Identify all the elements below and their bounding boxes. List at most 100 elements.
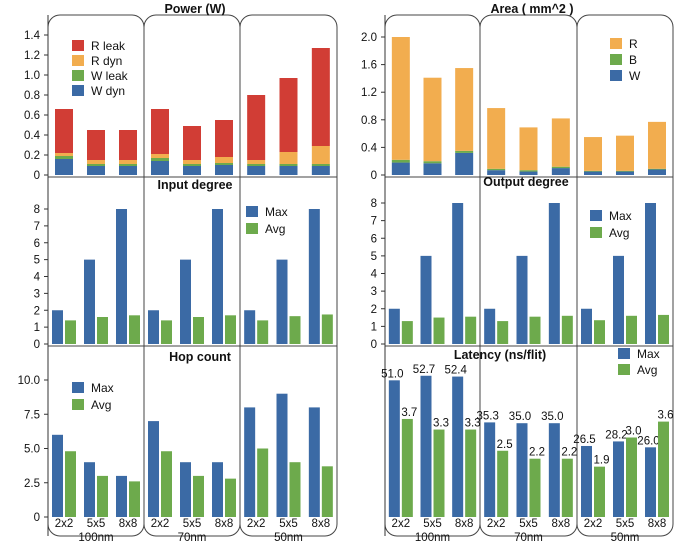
area-bar-w-50nm-2x2 [584, 171, 602, 175]
power-bar-r-dyn-100nm-8x8 [119, 160, 137, 164]
output-ytick-label: 5 [371, 251, 377, 263]
output-chart: Output degree 0 1 2 3 4 5 6 7 8 Max Avg [371, 175, 669, 351]
power-bar-r-leak-50nm-5x5 [279, 78, 298, 152]
latency-data-label: 28.2 [605, 429, 627, 441]
latency-data-label: 35.3 [476, 410, 498, 422]
output-ytick-label: 2 [371, 304, 377, 316]
latency-data-label: 35.0 [509, 411, 531, 423]
area-bar-r-70nm-2x2 [487, 108, 506, 169]
hop-bar-max-50nm-8x8 [308, 407, 320, 517]
latency-data-label: 2.2 [561, 447, 577, 459]
x-category-label: 5x5 [279, 518, 298, 530]
area-bar-b-70nm-5x5 [519, 170, 538, 172]
input-ytick-label: 6 [34, 238, 40, 250]
latency-bar-max-100nm-5x5 [420, 375, 432, 517]
output-bar-max-100nm-5x5 [420, 255, 432, 344]
output-ytick-label: 7 [371, 216, 377, 228]
output-bar-max-70nm-2x2 [484, 308, 496, 344]
area-bar-r-100nm-2x2 [391, 37, 410, 160]
x-category-label: 5x5 [87, 518, 106, 530]
area-legend-swatch-b [610, 54, 622, 65]
hop-legend-swatch-avg [72, 399, 84, 410]
hop-bar-max-70nm-5x5 [180, 462, 191, 517]
latency-bar-avg-50nm-5x5 [626, 437, 637, 517]
latency-bar-max-50nm-8x8 [645, 447, 656, 517]
latency-bar-max-70nm-2x2 [484, 422, 496, 517]
input-bar-avg-100nm-2x2 [65, 320, 76, 344]
input-bar-max-100nm-5x5 [84, 259, 95, 344]
area-bar-b-50nm-5x5 [616, 170, 634, 172]
output-bar-avg-50nm-2x2 [594, 320, 605, 344]
area-ytick-label: 1.2 [361, 87, 377, 99]
output-ytick-label: 1 [371, 321, 377, 333]
output-bar-max-50nm-2x2 [581, 308, 592, 344]
power-bar-r-leak-100nm-2x2 [55, 109, 73, 153]
area-bar-b-70nm-8x8 [551, 166, 570, 169]
area-ytick-label: 0.4 [361, 142, 378, 154]
output-bar-max-50nm-8x8 [645, 203, 656, 344]
power-bar-w-leak-100nm-5x5 [87, 164, 105, 166]
output-ytick-label: 4 [371, 269, 378, 281]
latency-bar-max-100nm-2x2 [388, 380, 400, 517]
input-chart: Input degree 0 1 2 3 4 5 6 7 8 Max Avg [34, 178, 333, 351]
latency-chart: Latency (ns/flit)51.03.752.73.352.43.335… [381, 347, 674, 517]
x-group-label: 50nm [611, 532, 640, 544]
hop-chart: Hop count 0 2.5 5.0 7.5 10.0 Max Avg [18, 350, 333, 524]
area-bar-w-100nm-2x2 [391, 162, 410, 175]
input-ytick-label: 0 [34, 339, 40, 351]
area-ytick-label: 0.8 [361, 115, 377, 127]
power-ytick-label: 0.2 [24, 150, 40, 162]
x-category-label: 8x8 [312, 518, 331, 530]
output-bar-max-100nm-8x8 [452, 203, 464, 344]
hop-ytick-label: 10.0 [18, 375, 40, 387]
hop-bar-max-100nm-5x5 [84, 462, 95, 517]
hop-bar-max-50nm-2x2 [244, 407, 256, 517]
hop-bar-avg-50nm-8x8 [321, 466, 333, 517]
input-ytick-label: 3 [34, 288, 40, 300]
input-bar-avg-100nm-5x5 [97, 317, 108, 344]
power-bar-w-dyn-100nm-8x8 [119, 166, 137, 175]
area-bar-r-100nm-5x5 [423, 77, 442, 162]
area-bar-w-100nm-8x8 [455, 152, 474, 175]
power-bar-w-dyn-50nm-8x8 [311, 166, 330, 175]
power-bar-r-leak-50nm-8x8 [311, 48, 330, 146]
power-ytick-label: 1.2 [24, 50, 40, 62]
power-bar-r-dyn-70nm-8x8 [215, 157, 233, 163]
area-ytick-label: 2.0 [361, 32, 377, 44]
latency-data-label: 2.5 [497, 439, 513, 451]
power-legend-label-w-leak: W leak [91, 69, 129, 83]
latency-bar-avg-50nm-2x2 [594, 466, 605, 517]
hop-bar-avg-50nm-2x2 [257, 448, 269, 517]
x-category-label: 2x2 [584, 518, 603, 530]
power-bar-r-leak-100nm-5x5 [87, 130, 105, 160]
input-bar-avg-100nm-8x8 [129, 315, 140, 344]
power-bar-w-dyn-100nm-5x5 [87, 166, 105, 175]
input-bar-max-70nm-8x8 [212, 209, 223, 344]
hop-legend-swatch-max [72, 382, 84, 393]
power-bar-w-leak-70nm-2x2 [151, 158, 169, 161]
area-title: Area ( mm^2 ) [490, 2, 573, 16]
hop-bar-avg-100nm-5x5 [97, 475, 108, 517]
latency-bar-avg-100nm-8x8 [465, 429, 477, 517]
x-category-label: 8x8 [648, 518, 667, 530]
power-bar-w-dyn-100nm-2x2 [55, 159, 73, 175]
latency-title: Latency (ns/flit) [454, 348, 546, 362]
power-legend-swatch-w-leak [72, 70, 84, 81]
latency-bar-max-70nm-5x5 [516, 423, 528, 517]
hop-ytick-label: 7.5 [24, 409, 40, 421]
power-bar-w-leak-50nm-5x5 [279, 164, 298, 166]
latency-data-label: 26.0 [637, 435, 659, 447]
hop-legend-label-max: Max [91, 381, 114, 395]
hop-legend-label-avg: Avg [91, 398, 111, 412]
hop-ytick-label: 5.0 [24, 444, 40, 456]
input-bar-avg-70nm-8x8 [225, 315, 236, 344]
power-bar-w-leak-70nm-8x8 [215, 163, 233, 165]
power-ytick-label: 0.8 [24, 90, 40, 102]
input-bar-avg-50nm-8x8 [321, 314, 333, 344]
area-ytick-label: 1.6 [361, 60, 377, 72]
area-ytick-label: 0 [371, 170, 377, 182]
input-ytick-label: 7 [34, 221, 40, 233]
latency-bar-max-70nm-8x8 [548, 423, 560, 517]
hop-bar-max-100nm-8x8 [116, 475, 127, 517]
power-legend-swatch-r-leak [72, 40, 84, 51]
